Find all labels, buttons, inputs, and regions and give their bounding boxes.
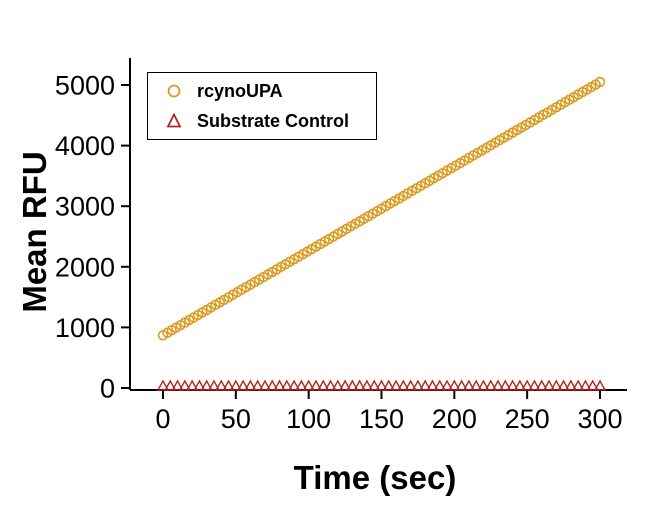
y-tick-label: 4000 bbox=[55, 131, 115, 161]
data-point-triangle bbox=[404, 379, 417, 391]
x-tick-label: 100 bbox=[286, 404, 331, 434]
legend-circle bbox=[167, 84, 181, 98]
data-point-triangle bbox=[462, 379, 476, 391]
data-point-triangle bbox=[455, 379, 468, 391]
data-point-triangle bbox=[178, 379, 191, 391]
legend-triangle bbox=[166, 112, 182, 128]
data-point-triangle bbox=[382, 379, 395, 391]
data-point-triangle bbox=[593, 379, 607, 391]
data-point-triangle bbox=[521, 379, 534, 391]
data-point-triangle bbox=[200, 379, 213, 391]
y-tick-label: 2000 bbox=[55, 252, 115, 282]
data-point-triangle bbox=[156, 379, 170, 391]
data-point-triangle bbox=[171, 379, 184, 391]
circle-marker-glyph bbox=[167, 84, 181, 98]
data-point-triangle bbox=[448, 379, 461, 391]
legend-label-substrate-control: Substrate Control bbox=[197, 110, 350, 131]
data-point-triangle bbox=[572, 379, 585, 391]
data-point-triangle bbox=[186, 379, 199, 391]
y-tick-label: 5000 bbox=[55, 71, 115, 101]
data-point-triangle bbox=[491, 379, 505, 391]
data-point-triangle bbox=[484, 379, 497, 391]
data-point-triangle bbox=[426, 379, 439, 391]
x-tick-label: 50 bbox=[221, 404, 251, 434]
data-point-triangle bbox=[411, 379, 425, 391]
legend: rcynoUPA Substrate Control bbox=[147, 72, 377, 140]
data-point-triangle bbox=[440, 379, 454, 391]
series-circle bbox=[157, 76, 606, 341]
data-point-triangle bbox=[215, 379, 228, 391]
data-point-triangle bbox=[368, 379, 381, 391]
data-point-triangle bbox=[550, 379, 563, 391]
data-point-triangle bbox=[579, 379, 592, 391]
x-tick-label: 150 bbox=[359, 404, 404, 434]
data-point-triangle bbox=[433, 379, 446, 391]
data-point-triangle bbox=[302, 379, 315, 391]
data-point-triangle bbox=[513, 379, 526, 391]
data-point-triangle bbox=[309, 379, 323, 391]
data-point-triangle bbox=[528, 379, 541, 391]
data-point-triangle bbox=[317, 379, 330, 391]
data-point-triangle bbox=[251, 379, 264, 391]
data-point-triangle bbox=[193, 379, 206, 391]
data-point-triangle bbox=[338, 379, 352, 391]
triangle-marker-glyph bbox=[166, 112, 182, 128]
data-point-triangle bbox=[375, 379, 388, 391]
legend-label-rcynoupa: rcynoUPA bbox=[197, 80, 283, 101]
data-point-triangle bbox=[331, 379, 344, 391]
data-point-triangle bbox=[222, 379, 235, 391]
y-tick-label: 0 bbox=[100, 374, 115, 404]
data-point-triangle bbox=[244, 379, 257, 391]
data-point-triangle bbox=[535, 379, 548, 391]
data-point-triangle bbox=[397, 379, 410, 391]
data-point-triangle bbox=[564, 379, 577, 391]
x-tick-label: 250 bbox=[505, 404, 550, 434]
y-tick-label: 1000 bbox=[55, 313, 115, 343]
x-tick-label: 0 bbox=[155, 404, 170, 434]
legend-item-rcynoupa: rcynoUPA bbox=[164, 78, 376, 104]
legend-item-substrate-control: Substrate Control bbox=[164, 108, 376, 134]
data-point-triangle bbox=[207, 379, 221, 391]
data-point-triangle bbox=[389, 379, 403, 391]
data-point-triangle bbox=[586, 379, 599, 391]
data-point-triangle bbox=[360, 379, 374, 391]
data-point-triangle bbox=[346, 379, 359, 391]
data-point-triangle bbox=[499, 379, 512, 391]
data-point-triangle bbox=[470, 379, 483, 391]
y-tick-label: 3000 bbox=[55, 192, 115, 222]
data-point-triangle bbox=[164, 379, 177, 391]
data-point-triangle bbox=[477, 379, 490, 391]
x-tick-label: 300 bbox=[577, 404, 622, 434]
legend-marker-circle-icon bbox=[164, 81, 184, 101]
data-point-circle bbox=[594, 76, 606, 88]
data-point-triangle bbox=[287, 379, 301, 391]
legend-marker-triangle-icon bbox=[164, 111, 184, 131]
data-point-triangle bbox=[229, 379, 242, 391]
data-point-triangle bbox=[258, 379, 272, 391]
x-tick-label: 200 bbox=[432, 404, 477, 434]
data-point-triangle bbox=[557, 379, 570, 391]
data-point-triangle bbox=[237, 379, 250, 391]
data-point-triangle bbox=[353, 379, 366, 391]
data-point-triangle bbox=[273, 379, 286, 391]
y-axis-title: Mean RFU bbox=[16, 151, 53, 313]
data-point-triangle bbox=[324, 379, 337, 391]
data-point-triangle bbox=[419, 379, 432, 391]
data-point-triangle bbox=[280, 379, 293, 391]
data-point-triangle bbox=[542, 379, 556, 391]
data-point-triangle bbox=[295, 379, 308, 391]
series-triangle bbox=[156, 379, 607, 391]
data-point-triangle bbox=[266, 379, 279, 391]
data-point-triangle bbox=[506, 379, 519, 391]
x-axis-title: Time (sec) bbox=[293, 459, 457, 496]
